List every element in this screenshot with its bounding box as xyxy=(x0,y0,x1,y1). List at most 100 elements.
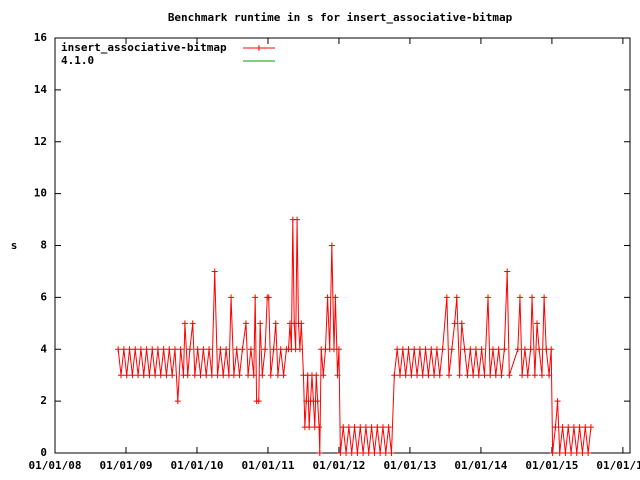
point-marker xyxy=(485,294,492,301)
point-marker xyxy=(385,424,392,431)
x-tick-label: 01/01/11 xyxy=(241,459,294,472)
point-marker xyxy=(458,320,465,327)
point-marker xyxy=(501,346,508,353)
point-marker xyxy=(402,372,409,379)
point-marker xyxy=(576,424,583,431)
point-marker xyxy=(118,372,125,379)
point-marker xyxy=(316,424,323,431)
point-marker xyxy=(152,372,159,379)
point-marker xyxy=(140,372,147,379)
point-marker xyxy=(132,346,139,353)
point-marker xyxy=(559,424,566,431)
point-marker xyxy=(211,268,218,275)
point-marker xyxy=(379,424,386,431)
point-marker xyxy=(351,424,358,431)
point-marker xyxy=(570,424,577,431)
point-marker xyxy=(257,320,264,327)
point-marker xyxy=(115,346,122,353)
point-marker xyxy=(184,372,191,379)
point-marker xyxy=(416,346,423,353)
point-marker xyxy=(332,294,339,301)
point-marker xyxy=(492,372,499,379)
point-marker xyxy=(394,346,401,353)
point-marker xyxy=(443,294,450,301)
point-marker xyxy=(368,424,375,431)
point-marker xyxy=(445,372,452,379)
point-marker xyxy=(208,372,215,379)
point-marker xyxy=(314,398,321,405)
point-marker xyxy=(489,346,496,353)
point-marker xyxy=(313,372,320,379)
point-marker xyxy=(487,372,494,379)
point-marker xyxy=(223,346,230,353)
point-marker xyxy=(354,450,361,456)
y-axis-label: s xyxy=(11,239,18,252)
y-tick-label: 6 xyxy=(40,290,47,303)
point-marker xyxy=(337,450,344,456)
point-marker xyxy=(411,346,418,353)
point-marker xyxy=(456,372,463,379)
point-marker xyxy=(362,424,369,431)
point-marker xyxy=(316,450,323,456)
x-tick-label: 01/01/16 xyxy=(596,459,640,472)
point-marker xyxy=(422,346,429,353)
point-marker xyxy=(436,372,443,379)
point-marker xyxy=(514,346,521,353)
point-marker xyxy=(143,346,150,353)
point-marker xyxy=(587,424,594,431)
point-marker xyxy=(527,346,534,353)
point-marker xyxy=(506,372,513,379)
point-marker xyxy=(255,398,262,405)
x-tick-label: 01/01/10 xyxy=(170,459,223,472)
point-marker xyxy=(123,372,130,379)
point-marker xyxy=(360,450,367,456)
point-marker xyxy=(461,346,468,353)
point-marker xyxy=(157,372,164,379)
point-marker xyxy=(451,320,458,327)
point-marker xyxy=(585,450,592,456)
point-marker xyxy=(348,450,355,456)
y-tick-label: 12 xyxy=(34,135,47,148)
point-marker xyxy=(334,372,341,379)
point-marker xyxy=(267,372,274,379)
point-marker xyxy=(382,450,389,456)
point-marker xyxy=(149,346,156,353)
x-tick-label: 01/01/14 xyxy=(454,459,507,472)
point-marker xyxy=(431,372,438,379)
point-marker xyxy=(203,372,210,379)
point-marker xyxy=(236,372,243,379)
point-marker xyxy=(214,372,221,379)
x-tick-label: 01/01/12 xyxy=(312,459,365,472)
point-marker xyxy=(374,424,381,431)
point-marker xyxy=(504,268,511,275)
legend-label: insert_associative-bitmap xyxy=(61,41,227,54)
point-marker xyxy=(405,346,412,353)
point-marker xyxy=(163,372,170,379)
point-marker xyxy=(568,450,575,456)
point-marker xyxy=(272,320,279,327)
point-marker xyxy=(536,346,543,353)
point-marker xyxy=(538,372,545,379)
point-marker xyxy=(408,372,415,379)
point-marker xyxy=(200,346,207,353)
point-marker xyxy=(306,424,313,431)
point-marker xyxy=(519,372,526,379)
point-marker xyxy=(546,372,553,379)
point-marker xyxy=(274,372,281,379)
point-marker xyxy=(472,346,479,353)
point-marker xyxy=(340,424,347,431)
x-tick-label: 01/01/15 xyxy=(525,459,578,472)
point-marker xyxy=(495,346,502,353)
x-tick-label: 01/01/08 xyxy=(29,459,82,472)
point-marker xyxy=(280,372,287,379)
point-marker xyxy=(343,450,350,456)
point-marker xyxy=(388,450,395,456)
point-marker xyxy=(137,346,144,353)
point-marker xyxy=(250,372,257,379)
point-marker xyxy=(498,372,505,379)
point-marker xyxy=(233,346,240,353)
point-marker xyxy=(296,346,303,353)
point-marker xyxy=(481,372,488,379)
point-marker xyxy=(230,372,237,379)
x-tick-label: 01/01/09 xyxy=(99,459,152,472)
